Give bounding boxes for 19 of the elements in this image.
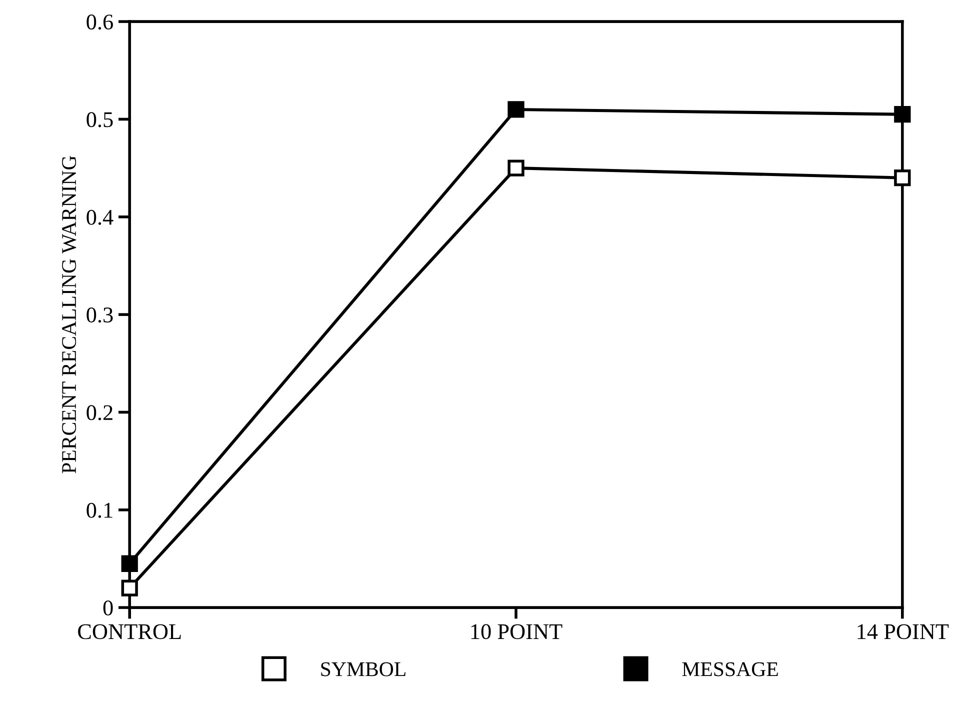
point [894,170,911,186]
legend-label: SYMBOL [321,662,406,676]
point [508,101,524,118]
x-tick-label: CONTROL [78,624,181,640]
y-tick-label: 0.6 [86,14,113,30]
point [894,106,911,123]
x-tick-label: 14 POINT [858,624,949,640]
point [508,160,524,176]
y-tick-label: 0.2 [86,405,112,420]
x-tick-label: 10 POINT [471,624,562,640]
legend-label: MESSAGE [682,662,778,676]
y-axis-title: PERCENT RECALLING WARNING [62,156,76,474]
y-tick-label: 0 [103,600,113,616]
y-tick-label: 0.4 [86,210,114,225]
y-tick-label: 0.1 [86,502,112,518]
y-tick-label: 0.5 [86,112,113,128]
point [121,555,138,572]
y-tick-label: 0.3 [86,307,113,323]
point [121,580,138,596]
